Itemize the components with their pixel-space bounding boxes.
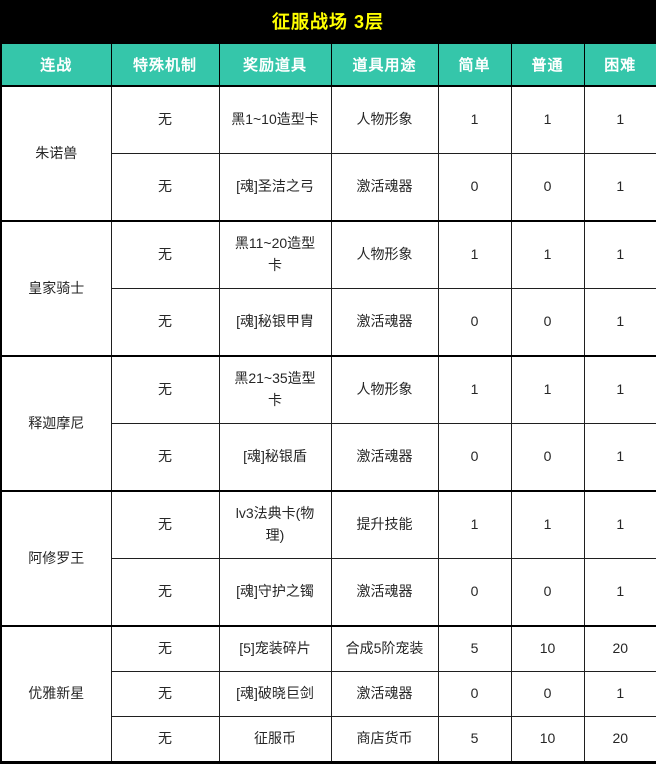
cell-easy-count: 5: [437, 716, 512, 763]
cell-normal-count: 0: [510, 558, 585, 627]
cell-hard-count: 1: [583, 153, 656, 222]
cell-reward-item: [魂]圣洁之弓: [218, 153, 332, 222]
cell-item-use: 提升技能: [330, 490, 439, 559]
cell-easy-count: 1: [437, 220, 512, 289]
page-title: 征服战场 3层: [271, 12, 384, 32]
column-header: 特殊机制: [110, 42, 220, 87]
table-row: 阿修罗王 无 lv3法典卡(物理) 提升技能 1 1 1: [0, 490, 656, 627]
cell-easy-count: 5: [437, 625, 512, 672]
cell-special-mechanic: 无: [110, 153, 220, 222]
cell-hard-count: 1: [583, 220, 656, 289]
cell-normal-count: 0: [510, 423, 585, 492]
cell-easy-count: 0: [437, 288, 512, 357]
table-row: 皇家骑士 无 黑11~20造型卡 人物形象 1 1 1: [0, 220, 656, 357]
column-header: 连战: [0, 42, 112, 87]
cell-special-mechanic: 无: [110, 558, 220, 627]
cell-special-mechanic: 无: [110, 716, 220, 763]
cell-reward-item: [魂]秘银盾: [218, 423, 332, 492]
cell-normal-count: 1: [510, 220, 585, 289]
cell-item-use: 商店货币: [330, 716, 439, 763]
cell-special-mechanic: 无: [110, 423, 220, 492]
column-header: 简单: [437, 42, 512, 87]
cell-item-use: 合成5阶宠装: [330, 625, 439, 672]
column-header: 普通: [510, 42, 585, 87]
cell-easy-count: 0: [437, 671, 512, 717]
cell-easy-count: 1: [437, 85, 512, 154]
cell-normal-count: 10: [510, 625, 585, 672]
cell-item-use: 人物形象: [330, 220, 439, 289]
column-header: 奖励道具: [218, 42, 332, 87]
cell-item-use: 激活魂器: [330, 423, 439, 492]
cell-hard-count: 1: [583, 671, 656, 717]
cell-item-use: 激活魂器: [330, 558, 439, 627]
cell-reward-item: [魂]秘银甲胄: [218, 288, 332, 357]
cell-special-mechanic: 无: [110, 355, 220, 424]
boss-name-cell: 优雅新星: [0, 625, 112, 763]
cell-hard-count: 1: [583, 423, 656, 492]
cell-reward-item: 黑21~35造型卡: [218, 355, 332, 424]
cell-special-mechanic: 无: [110, 625, 220, 672]
cell-reward-item: 黑1~10造型卡: [218, 85, 332, 154]
cell-item-use: 激活魂器: [330, 671, 439, 717]
cell-normal-count: 1: [510, 490, 585, 559]
boss-name-cell: 皇家骑士: [0, 220, 112, 357]
cell-normal-count: 1: [510, 355, 585, 424]
cell-easy-count: 0: [437, 558, 512, 627]
cell-normal-count: 0: [510, 671, 585, 717]
table-row: 优雅新星 无 [5]宠装碎片 合成5阶宠装 5 10 20: [0, 625, 656, 763]
cell-normal-count: 1: [510, 85, 585, 154]
cell-special-mechanic: 无: [110, 490, 220, 559]
table-row: 释迦摩尼 无 黑21~35造型卡 人物形象 1 1 1: [0, 355, 656, 492]
cell-normal-count: 10: [510, 716, 585, 763]
cell-special-mechanic: 无: [110, 671, 220, 717]
cell-hard-count: 1: [583, 558, 656, 627]
cell-special-mechanic: 无: [110, 85, 220, 154]
cell-item-use: 激活魂器: [330, 153, 439, 222]
cell-easy-count: 0: [437, 153, 512, 222]
header-row: 连战 特殊机制 奖励道具 道具用途 简单 普通 困难: [0, 42, 656, 87]
cell-hard-count: 1: [583, 490, 656, 559]
reward-table: 连战 特殊机制 奖励道具 道具用途 简单 普通 困难 朱诺兽 无 黑1~10造型…: [0, 42, 656, 764]
cell-item-use: 激活魂器: [330, 288, 439, 357]
column-header: 道具用途: [330, 42, 439, 87]
cell-hard-count: 1: [583, 85, 656, 154]
table-row: 无 [魂]圣洁之弓 激活魂器 0 0 1: [1, 153, 656, 222]
cell-reward-item: [魂]破晓巨剑: [218, 671, 332, 717]
cell-hard-count: 1: [583, 355, 656, 424]
boss-name-cell: 释迦摩尼: [0, 355, 112, 492]
cell-item-use: 人物形象: [330, 85, 439, 154]
cell-normal-count: 0: [510, 153, 585, 222]
cell-special-mechanic: 无: [110, 220, 220, 289]
cell-reward-item: [魂]守护之镯: [218, 558, 332, 627]
column-header: 困难: [583, 42, 656, 87]
title-bar: 征服战场 3层: [0, 0, 656, 42]
cell-reward-item: 黑11~20造型卡: [218, 220, 332, 289]
cell-hard-count: 20: [583, 625, 656, 672]
cell-reward-item: [5]宠装碎片: [218, 625, 332, 672]
cell-reward-item: lv3法典卡(物理): [218, 490, 332, 559]
cell-reward-item: 征服币: [218, 716, 332, 763]
table-row: 无 [魂]守护之镯 激活魂器 0 0 1: [1, 558, 656, 627]
cell-special-mechanic: 无: [110, 288, 220, 357]
boss-name-cell: 朱诺兽: [0, 85, 112, 222]
cell-easy-count: 1: [437, 355, 512, 424]
cell-easy-count: 1: [437, 490, 512, 559]
table-row: 朱诺兽 无 黑1~10造型卡 人物形象 1 1 1: [0, 85, 656, 222]
boss-name-cell: 阿修罗王: [0, 490, 112, 627]
cell-hard-count: 20: [583, 716, 656, 763]
cell-hard-count: 1: [583, 288, 656, 357]
table-row: 无 [魂]秘银甲胄 激活魂器 0 0 1: [1, 288, 656, 357]
cell-item-use: 人物形象: [330, 355, 439, 424]
cell-easy-count: 0: [437, 423, 512, 492]
cell-normal-count: 0: [510, 288, 585, 357]
